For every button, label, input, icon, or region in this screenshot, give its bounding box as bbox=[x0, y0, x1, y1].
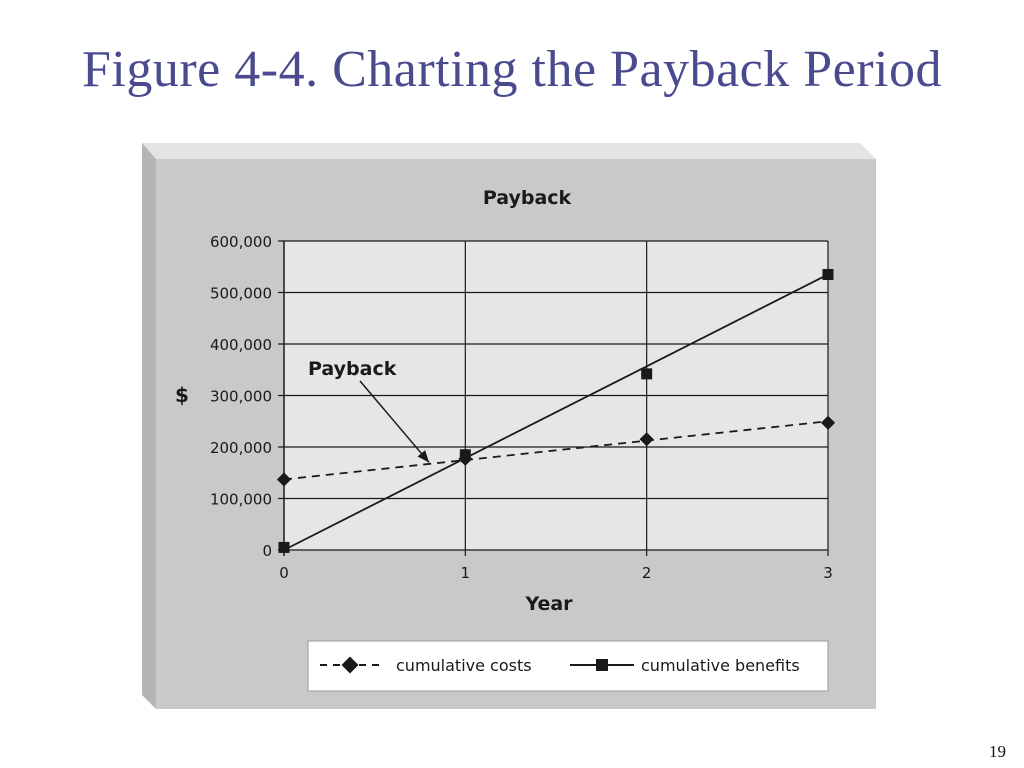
y-tick-label: 400,000 bbox=[210, 336, 272, 354]
payback-chart: Payback 0 100,000 200,000 300,000 400,000 500… bbox=[142, 143, 876, 709]
panel-left-bevel bbox=[142, 143, 156, 709]
plot-area: 0 100,000 200,000 300,000 400,000 500,000 600,… bbox=[210, 233, 836, 582]
x-tick-label: 0 bbox=[279, 564, 289, 582]
x-tick-label: 2 bbox=[642, 564, 652, 582]
chart-title: Payback bbox=[483, 187, 572, 209]
payback-annotation-label: Payback bbox=[308, 358, 397, 380]
legend-benefits-marker bbox=[596, 659, 608, 671]
y-tick-label: 300,000 bbox=[210, 388, 272, 406]
benefits-point bbox=[822, 268, 834, 280]
payback-annotation-arrow bbox=[359, 380, 430, 463]
payback-annotation: Payback bbox=[308, 358, 430, 463]
costs-point bbox=[276, 472, 292, 487]
benefits-series-line bbox=[283, 273, 829, 551]
legend-costs-label: cumulative costs bbox=[396, 656, 532, 675]
costs-point bbox=[820, 415, 836, 430]
y-axis-label: $ bbox=[175, 383, 189, 407]
y-tick-label: 200,000 bbox=[210, 439, 272, 457]
x-tick-label: 1 bbox=[461, 564, 471, 582]
legend-benefits-label: cumulative benefits bbox=[641, 656, 800, 675]
chart-figure: Payback 0 100,000 200,000 300,000 400,000 500… bbox=[142, 143, 878, 711]
legend: cumulative costs cumulative benefits bbox=[307, 640, 829, 692]
benefits-point bbox=[641, 368, 653, 380]
x-tick-label: 3 bbox=[823, 564, 833, 582]
costs-point bbox=[639, 432, 654, 447]
y-tick-label: 100,000 bbox=[210, 491, 272, 509]
x-axis-label: Year bbox=[524, 593, 573, 615]
legend-costs-marker bbox=[341, 656, 359, 674]
benefits-point bbox=[459, 449, 471, 461]
y-tick-label: 0 bbox=[262, 542, 272, 560]
y-tick-label: 600,000 bbox=[210, 233, 272, 251]
panel-top-bevel bbox=[142, 143, 876, 159]
costs-series-line bbox=[283, 420, 829, 481]
page-number: 19 bbox=[989, 742, 1006, 761]
payback-annotation-arrowhead bbox=[417, 450, 430, 463]
legend-box bbox=[307, 640, 829, 692]
y-tick-label: 500,000 bbox=[210, 285, 272, 303]
benefits-point bbox=[278, 541, 290, 553]
slide-title: Figure 4-4. Charting the Payback Period bbox=[81, 41, 942, 98]
